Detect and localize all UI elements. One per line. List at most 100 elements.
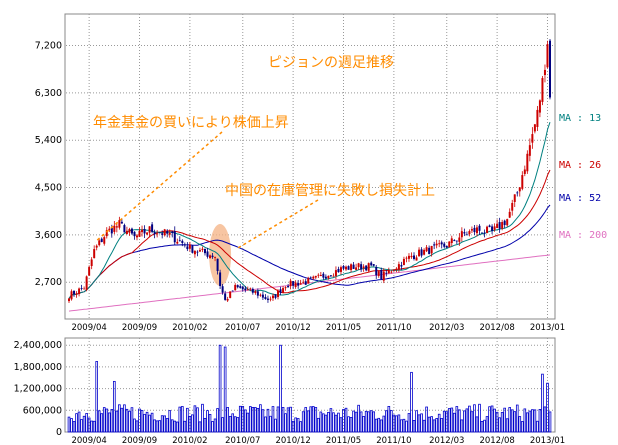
candle-body bbox=[521, 175, 524, 189]
volume-bar bbox=[359, 411, 363, 433]
candle-body bbox=[100, 238, 103, 242]
volume-bar bbox=[520, 421, 524, 433]
volume-bar bbox=[168, 410, 172, 433]
volume-x-tick-label: 2011/10 bbox=[376, 436, 411, 445]
volume-bar bbox=[402, 418, 406, 433]
candle-body bbox=[410, 255, 413, 258]
price-tick-label: 4,500 bbox=[35, 183, 62, 194]
candle-body bbox=[367, 263, 370, 271]
candle-body bbox=[450, 238, 453, 244]
volume-bar bbox=[460, 419, 464, 433]
candle-body bbox=[543, 69, 546, 76]
volume-bar bbox=[490, 405, 494, 433]
candle-body bbox=[397, 264, 400, 270]
volume-x-tick-label: 2013/01 bbox=[530, 436, 565, 445]
volume-bar bbox=[118, 404, 121, 433]
volume-bar bbox=[276, 406, 280, 433]
volume-bar bbox=[120, 407, 124, 433]
volume-bar bbox=[309, 406, 313, 433]
candle-body bbox=[503, 220, 506, 225]
volume-bar bbox=[427, 416, 431, 433]
volume-bar bbox=[435, 418, 438, 433]
volume-bar bbox=[226, 407, 229, 433]
volume-bar bbox=[178, 406, 182, 433]
candle-body bbox=[274, 294, 277, 298]
volume-bar bbox=[173, 420, 177, 433]
candle-body bbox=[143, 228, 146, 234]
candle-body bbox=[470, 229, 473, 231]
x-tick-label: 2012/08 bbox=[479, 323, 514, 333]
candle-body bbox=[219, 272, 222, 286]
candle-body bbox=[88, 267, 91, 276]
volume-tick-label: 0 bbox=[56, 427, 62, 438]
candle-body bbox=[435, 243, 438, 246]
volume-bar bbox=[163, 415, 166, 433]
candle-body bbox=[423, 249, 426, 255]
candle-body bbox=[380, 270, 383, 280]
chart-title: ピジョンの週足推移 bbox=[268, 55, 394, 71]
candle-body bbox=[244, 288, 247, 291]
volume-bar bbox=[327, 412, 330, 433]
candle-body bbox=[181, 240, 184, 243]
volume-bar bbox=[306, 410, 310, 433]
volume-bar bbox=[188, 415, 192, 433]
candle-body bbox=[78, 288, 81, 295]
volume-bar bbox=[548, 411, 552, 433]
candle-body bbox=[236, 285, 239, 288]
volume-bar bbox=[374, 418, 378, 433]
volume-x-tick-label: 2012/03 bbox=[429, 436, 464, 445]
volume-bar bbox=[505, 418, 509, 433]
candle-body bbox=[113, 225, 116, 232]
volume-bar bbox=[72, 421, 76, 433]
candle-body bbox=[319, 275, 322, 277]
volume-bar bbox=[218, 344, 222, 433]
candle-body bbox=[518, 187, 521, 192]
volume-bar bbox=[493, 408, 496, 433]
volume-bar bbox=[475, 416, 479, 433]
volume-bar bbox=[206, 410, 209, 433]
volume-bar bbox=[463, 410, 466, 433]
volume-bar bbox=[322, 413, 325, 433]
candle-body bbox=[307, 278, 310, 284]
price-tick-label: 7,200 bbox=[35, 41, 62, 52]
candle-body bbox=[108, 228, 111, 230]
volume-bar bbox=[432, 419, 436, 433]
volume-x-tick-label: 2011/05 bbox=[326, 436, 361, 445]
candle-body bbox=[352, 264, 355, 269]
volume-bar bbox=[110, 409, 114, 433]
volume-bar bbox=[133, 418, 136, 433]
volume-bar bbox=[546, 382, 549, 433]
candle-body bbox=[473, 227, 476, 233]
volume-bar bbox=[430, 416, 433, 433]
volume-bar bbox=[70, 418, 73, 433]
candle-body bbox=[297, 283, 300, 286]
candle-body bbox=[271, 295, 274, 299]
candle-body bbox=[289, 280, 292, 287]
volume-bar bbox=[485, 416, 489, 433]
price-tick-label: 5,400 bbox=[35, 135, 62, 146]
annotation-pension-buying: 年金基金の買いにより株価上昇 bbox=[93, 114, 289, 131]
volume-bar bbox=[442, 410, 446, 433]
candle-body bbox=[347, 266, 350, 270]
candle-body bbox=[125, 230, 128, 235]
volume-bar bbox=[155, 420, 159, 433]
volume-bar bbox=[143, 413, 146, 433]
candle-body bbox=[531, 134, 534, 143]
volume-bar bbox=[385, 410, 388, 433]
candle-body bbox=[148, 226, 151, 233]
candle-body bbox=[533, 124, 536, 132]
volume-x-tick-label: 2009/04 bbox=[71, 436, 106, 445]
candle-body bbox=[287, 285, 290, 288]
volume-bar bbox=[266, 408, 270, 433]
volume-bar bbox=[347, 416, 350, 433]
volume-bar bbox=[148, 414, 151, 433]
volume-bar bbox=[533, 409, 537, 433]
annotation-arrow-1 bbox=[94, 131, 223, 243]
volume-bar bbox=[231, 413, 234, 433]
volume-bar bbox=[77, 411, 81, 433]
volume-bar bbox=[135, 420, 139, 433]
candle-body bbox=[216, 258, 219, 271]
volume-bar bbox=[67, 416, 71, 433]
candle-body bbox=[214, 257, 217, 258]
candle-body bbox=[138, 230, 141, 237]
